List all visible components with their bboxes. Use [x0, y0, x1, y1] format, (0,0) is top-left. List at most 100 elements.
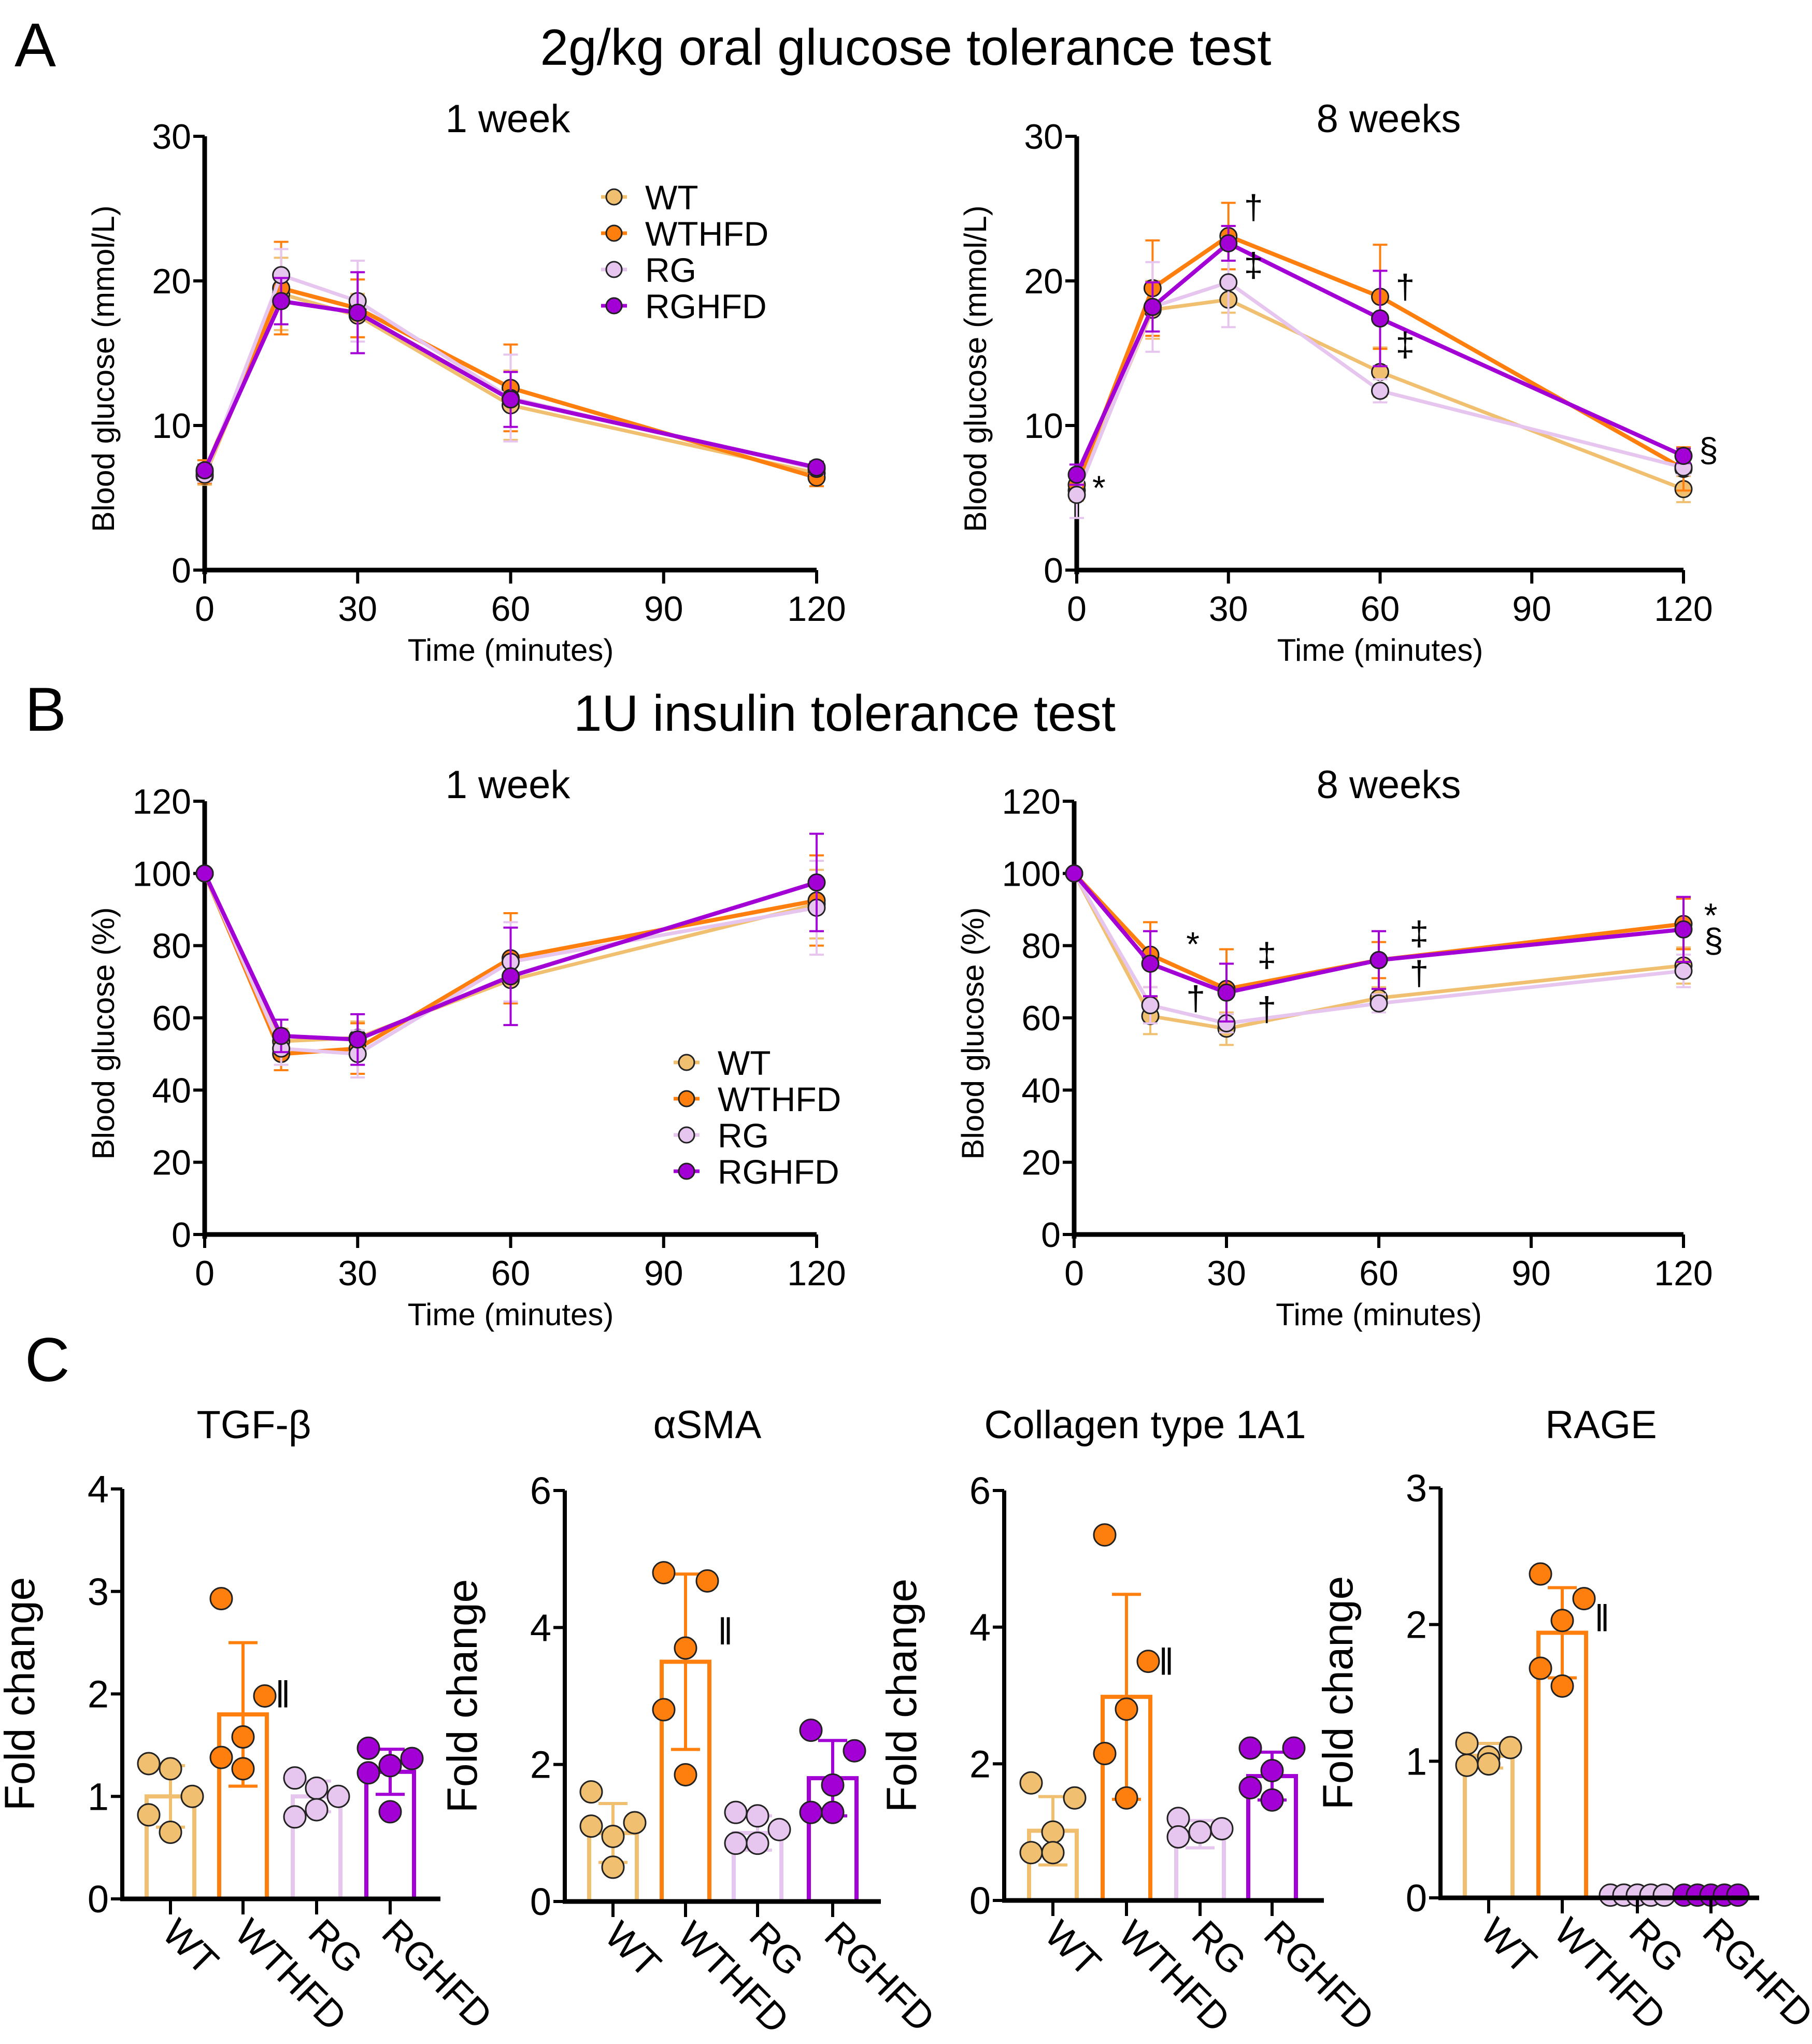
data-point: [180, 1784, 204, 1808]
data-point: [356, 1736, 380, 1760]
y-tick-label: 120: [1002, 782, 1061, 821]
bar-group-wthfd: [1529, 1562, 1596, 1900]
data-point: [1674, 920, 1693, 939]
data-point: [137, 1752, 161, 1776]
data-point: [1219, 234, 1238, 252]
data-point: [1136, 1650, 1160, 1673]
x-tick-label: WT: [1037, 1912, 1109, 1985]
data-point: [1217, 983, 1236, 1002]
legend-item: WT: [601, 178, 698, 217]
data-point: [1674, 961, 1693, 980]
data-point: [821, 1800, 845, 1824]
data-point: [502, 967, 520, 986]
y-tick-label: 2: [1406, 1603, 1427, 1646]
y-tick-label: 4: [88, 1468, 109, 1511]
data-point: [1067, 486, 1086, 504]
x-tick-label: 120: [787, 589, 846, 629]
x-tick-label: RGHFD: [1695, 1910, 1812, 2037]
legend-marker: [605, 261, 623, 278]
y-tick-label: 0: [1406, 1877, 1427, 1920]
bar: [1463, 1753, 1515, 1900]
significance-marker: †: [1186, 979, 1205, 1017]
significance-marker: †: [1244, 188, 1263, 226]
legend-label: RG: [718, 1116, 769, 1155]
data-point: [1455, 1731, 1479, 1755]
data-point: [623, 1811, 647, 1835]
data-point: [1369, 994, 1388, 1013]
legend-marker: [678, 1162, 695, 1180]
chart-title: Collagen type 1A1: [984, 1403, 1306, 1447]
y-tick-label: 20: [152, 262, 191, 301]
bar-group-wt: [579, 1780, 647, 1904]
chart-title: 1 week: [446, 97, 571, 141]
y-tick-label: 0: [530, 1880, 551, 1923]
data-point: [305, 1798, 329, 1822]
significance-marker: *: [1186, 925, 1200, 963]
y-tick-label: 2: [969, 1742, 991, 1785]
series-rghfd: [1065, 864, 1693, 1023]
data-point: [821, 1773, 845, 1797]
y-tick-label: 60: [152, 999, 191, 1038]
legend-item: RG: [601, 251, 696, 289]
data-point: [1093, 1742, 1117, 1766]
data-point: [1019, 1771, 1043, 1795]
y-tick-label: 1: [88, 1775, 109, 1818]
x-tick-label: 60: [491, 589, 531, 629]
data-point: [1499, 1736, 1522, 1759]
data-point: [799, 1800, 823, 1824]
significance-marker: ‡: [1396, 325, 1415, 364]
significance-marker: ‡: [1257, 936, 1276, 974]
y-axis-label: Blood glucose (%): [86, 907, 121, 1160]
data-point: [305, 1776, 329, 1800]
legend-item: WTHFD: [674, 1080, 841, 1118]
x-tick-label: WT: [1473, 1910, 1545, 1982]
x-tick-label: WT: [154, 1911, 227, 1983]
y-tick-label: 3: [88, 1570, 109, 1613]
significance-marker: §: [1704, 921, 1723, 960]
data-point: [209, 1587, 233, 1611]
y-axis-label: Fold change: [1315, 1576, 1362, 1810]
legend-marker: [678, 1090, 695, 1108]
x-tick-label: RGHFD: [1256, 1912, 1383, 2039]
data-point: [1219, 273, 1238, 292]
data-point: [159, 1820, 182, 1844]
data-point: [1238, 1776, 1262, 1799]
series-rghfd: [195, 832, 826, 1066]
data-point: [348, 1030, 367, 1049]
data-point: [674, 1763, 697, 1786]
bar-group-wt: [1455, 1731, 1522, 1900]
series-rghfd: [195, 271, 826, 479]
data-point: [579, 1780, 603, 1804]
x-tick-label: WT: [597, 1913, 669, 1986]
legend-label: WT: [718, 1044, 771, 1082]
chart-b2: 8 weeks 0 20 40 60 80 100 120 0 30 60 90 120 Time (mi…: [955, 763, 1723, 1332]
data-point: [1041, 1820, 1065, 1844]
y-tick-label: 10: [152, 406, 191, 446]
data-point: [1041, 1841, 1065, 1865]
bar-group-rg: [1166, 1807, 1234, 1903]
data-point: [209, 1745, 233, 1769]
data-point: [724, 1832, 748, 1855]
y-axis-label: Blood glucose (mmol/L): [958, 205, 993, 532]
significance-marker: ‡: [1409, 914, 1429, 953]
data-point: [807, 458, 826, 477]
chart-title: 8 weeks: [1317, 763, 1461, 807]
y-tick-label: 100: [1002, 854, 1061, 893]
data-point: [195, 864, 214, 883]
significance-marker: ‖: [718, 1611, 733, 1653]
data-point: [231, 1725, 255, 1749]
y-axis-label: Fold change: [878, 1579, 925, 1812]
y-tick-label: 0: [172, 1215, 191, 1255]
legend-label: RG: [645, 251, 696, 289]
y-tick-label: 20: [1024, 262, 1063, 301]
data-point: [1143, 297, 1162, 316]
data-point: [1477, 1752, 1501, 1776]
legend-marker: [605, 297, 623, 315]
data-point: [695, 1569, 719, 1593]
y-tick-label: 4: [530, 1606, 551, 1649]
legend-item: WT: [674, 1044, 771, 1082]
data-point: [1652, 1883, 1676, 1907]
